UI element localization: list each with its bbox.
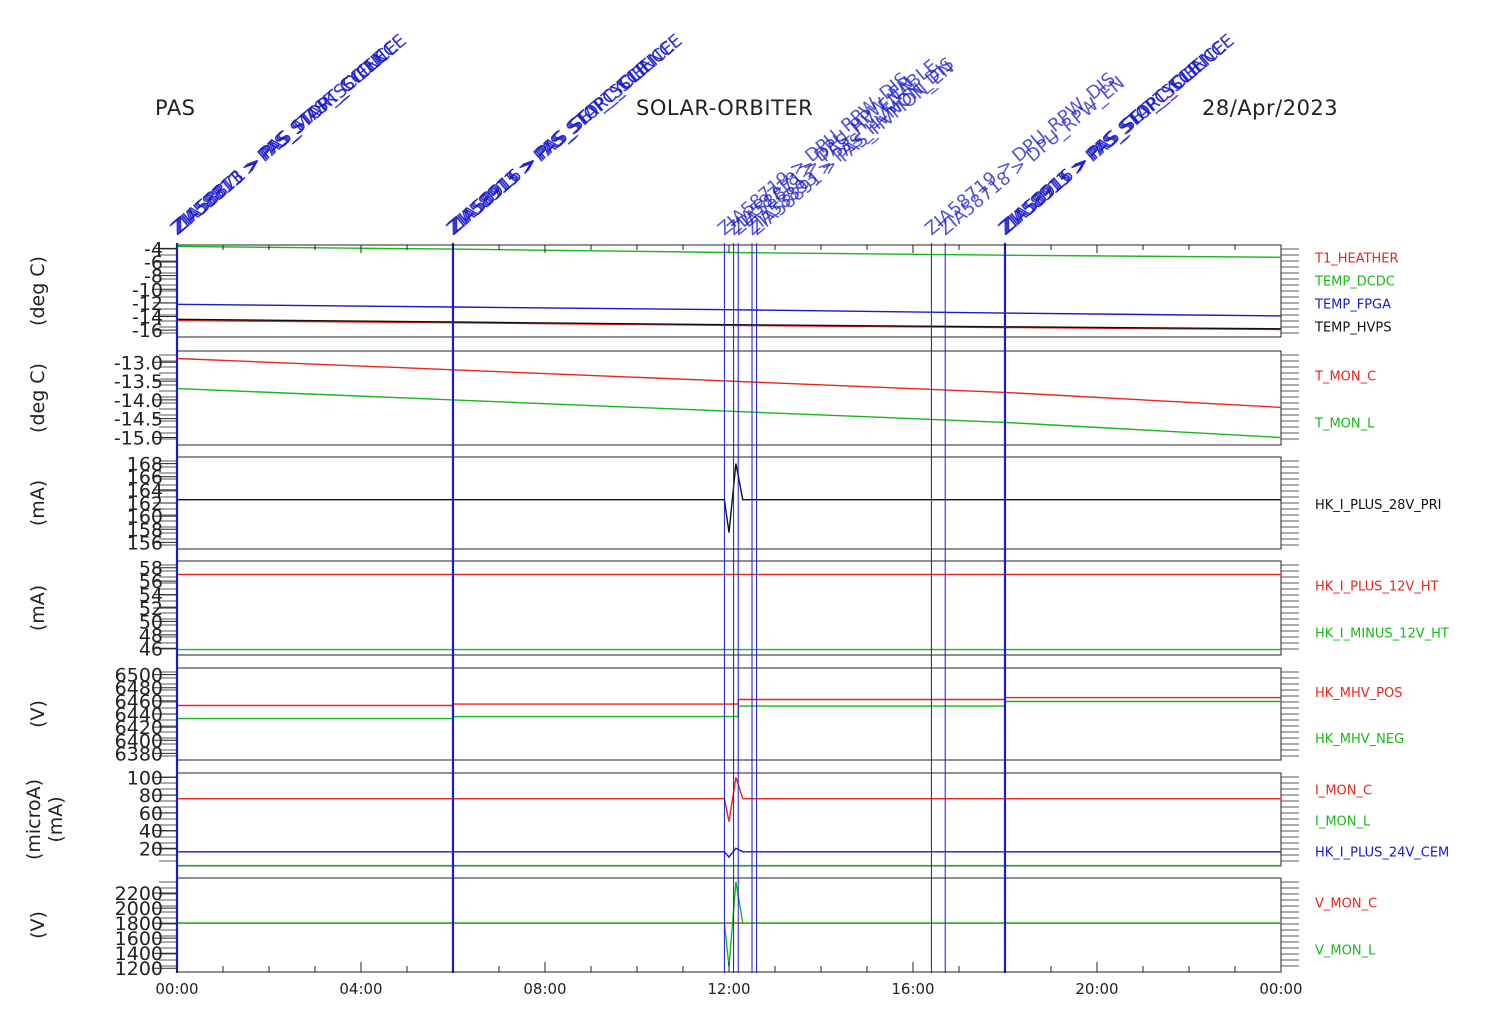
x-tick-label: 16:00 — [891, 980, 934, 998]
series-line — [177, 463, 1281, 533]
y-tick-label: 6420 — [115, 717, 163, 739]
y-tick-label: -12 — [132, 293, 163, 315]
y-tick-label: 58 — [139, 558, 163, 580]
y-tick-label: -14 — [132, 307, 163, 329]
x-tick-label: 12:00 — [707, 980, 750, 998]
series-line — [177, 777, 1281, 822]
legend-label: HK_MHV_NEG — [1315, 732, 1404, 747]
y-tick-label: 48 — [139, 625, 163, 647]
y-tick-label: 6380 — [115, 743, 163, 765]
y-tick-label: -13.5 — [114, 371, 163, 393]
y-tick-label: 166 — [127, 467, 163, 489]
panel-frame — [176, 244, 1282, 338]
y-tick-label: 168 — [127, 454, 163, 476]
y-axis-label: (V) — [27, 911, 49, 939]
y-tick-label: 40 — [139, 821, 163, 843]
legend-label: HK_I_MINUS_12V_HT — [1315, 627, 1449, 642]
legend-label: HK_I_PLUS_12V_HT — [1315, 580, 1439, 595]
y-tick-label: 158 — [127, 519, 163, 541]
x-tick-label: 08:00 — [523, 980, 566, 998]
y-tick-label: 6460 — [115, 691, 163, 713]
y-tick-label: 52 — [139, 598, 163, 620]
panel-frame — [176, 877, 1282, 973]
legend-label: HK_I_PLUS_28V_PRI — [1315, 498, 1441, 513]
y-tick-label: 60 — [139, 803, 163, 825]
series-line — [176, 387, 1282, 439]
legend-label: I_MON_L — [1315, 815, 1371, 830]
header-date: 28/Apr/2023 — [1202, 96, 1339, 120]
legend-label: T_MON_L — [1314, 417, 1375, 432]
y-axis-label-secondary: (mA) — [45, 796, 67, 842]
y-tick-label: -10 — [132, 279, 163, 301]
y-tick-label: 156 — [127, 532, 163, 554]
y-tick-label: 6480 — [115, 678, 163, 700]
y-tick-label: 1200 — [115, 958, 163, 980]
legend-label: TEMP_DCDC — [1314, 275, 1395, 290]
y-tick-label: -16 — [132, 320, 163, 342]
legend-label: HK_MHV_POS — [1315, 686, 1403, 701]
y-axis-label: (mA) — [27, 480, 49, 526]
legend-label: V_MON_C — [1315, 897, 1377, 912]
series-line — [177, 847, 1281, 859]
x-tick-label: 20:00 — [1075, 980, 1118, 998]
y-axis-label: (deg C) — [27, 363, 49, 433]
series-line — [176, 318, 1282, 330]
x-tick-label: 00:00 — [1259, 980, 1302, 998]
y-tick-label: 46 — [139, 638, 163, 660]
y-axis-label: (deg C) — [27, 256, 49, 326]
y-tick-label: 162 — [127, 493, 163, 515]
series-line — [176, 303, 1282, 317]
y-tick-label: 2200 — [115, 883, 163, 905]
legend-label: TEMP_FPGA — [1314, 298, 1391, 313]
y-tick-label: 80 — [139, 785, 163, 807]
y-axis-label: (microA) — [23, 779, 45, 860]
y-tick-label: 100 — [127, 767, 163, 789]
y-tick-label: 54 — [139, 585, 163, 607]
y-tick-label: 50 — [139, 611, 163, 633]
legend-label: T1_HEATHER — [1314, 252, 1399, 267]
legend-label: T_MON_C — [1314, 370, 1376, 385]
y-tick-label: 6400 — [115, 730, 163, 752]
panel-frame — [176, 667, 1282, 761]
y-tick-label: 164 — [127, 480, 163, 502]
y-tick-label: 20 — [139, 838, 163, 860]
y-tick-label: -14.5 — [114, 409, 163, 431]
header-instrument: PAS — [155, 96, 196, 120]
y-tick-label: -13.0 — [114, 352, 163, 374]
y-tick-label: 6440 — [115, 704, 163, 726]
header-mission: SOLAR-ORBITER — [636, 96, 814, 120]
event-label: ZIA58916 > PAS_SET_CYCLE — [446, 57, 655, 237]
y-axis-label: (V) — [27, 700, 49, 728]
series-line — [177, 881, 1281, 967]
legend-label: TEMP_HVPS — [1314, 321, 1391, 336]
y-tick-label: 160 — [127, 506, 163, 528]
legend-label: V_MON_L — [1315, 944, 1376, 959]
y-tick-label: 6500 — [115, 665, 163, 687]
y-tick-label: -15.0 — [114, 427, 163, 449]
y-tick-label: 2000 — [115, 898, 163, 920]
y-tick-label: -4 — [144, 238, 163, 260]
y-axis-label: (mA) — [27, 585, 49, 631]
y-tick-label: 1800 — [115, 913, 163, 935]
y-tick-label: 1600 — [115, 928, 163, 950]
panel-frame — [176, 456, 1282, 550]
y-tick-label: 1400 — [115, 943, 163, 965]
y-tick-label: -14.0 — [114, 390, 163, 412]
x-tick-label: 00:00 — [155, 980, 198, 998]
y-tick-label: -6 — [144, 252, 163, 274]
x-tick-label: 04:00 — [339, 980, 382, 998]
legend-label: I_MON_C — [1315, 784, 1372, 799]
y-tick-label: -8 — [144, 266, 163, 288]
y-tick-label: 56 — [139, 571, 163, 593]
event-label: ZIA58891 > PAS_HVMON_EN — [746, 57, 958, 240]
legend-label: HK_I_PLUS_24V_CEM — [1315, 846, 1449, 861]
event-label: ZIA58871 > PAS_MASK_CYCLE — [170, 46, 392, 237]
series-line — [176, 357, 1282, 409]
